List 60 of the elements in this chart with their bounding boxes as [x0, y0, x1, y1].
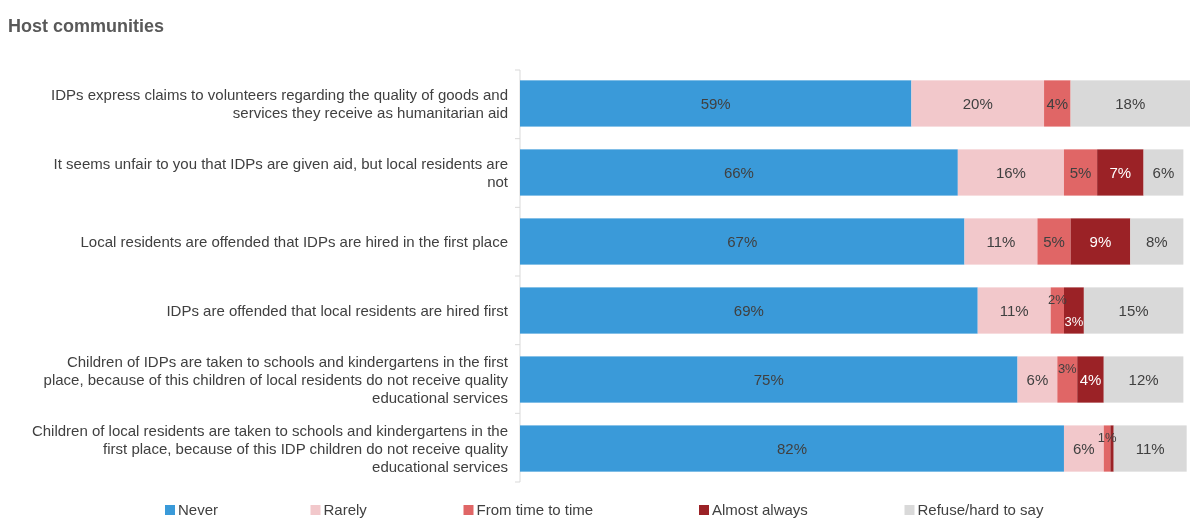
- bar: [1103, 356, 1184, 403]
- data-label: 6%: [1152, 163, 1175, 181]
- data-label: 11%: [999, 301, 1029, 319]
- bar: [520, 287, 978, 334]
- bar: [964, 218, 1038, 265]
- data-label: 15%: [1118, 301, 1149, 319]
- data-label: 20%: [962, 94, 993, 112]
- data-label: 6%: [1026, 370, 1049, 388]
- y-tick-label: It seems unfair to you that IDPs are given aid, but local residents are not: [53, 154, 509, 190]
- y-tick-label: Children of IDPs are taken to schools and kindergartens in the first place, because of this children of local residents do not receive quality educational services: [43, 352, 509, 406]
- bar: [1070, 80, 1190, 127]
- bar: [911, 80, 1045, 127]
- y-tick-label: Children of local residents are taken to schools and kindergartens in the first place, because of this IDP children do not receive quality educational services: [31, 421, 509, 475]
- bar: [1063, 149, 1098, 196]
- data-label: 5%: [1043, 232, 1065, 250]
- data-label: 5%: [1069, 163, 1092, 181]
- data-label: 6%: [1073, 439, 1095, 457]
- bar: [520, 80, 912, 127]
- data-label: 69%: [733, 301, 764, 319]
- data-label: 82%: [776, 439, 807, 457]
- data-label: 59%: [700, 94, 731, 112]
- legend-label: Rarely: [323, 501, 368, 518]
- data-label: 16%: [995, 163, 1026, 181]
- bar: [1057, 356, 1078, 403]
- data-label: 12%: [1128, 370, 1159, 388]
- legend-label: Never: [178, 501, 219, 518]
- bar: [520, 149, 958, 196]
- data-label: 3%: [1064, 314, 1084, 330]
- bar: [1143, 149, 1184, 196]
- data-label: 11%: [986, 232, 1016, 250]
- legend-label: Almost always: [712, 501, 808, 518]
- bar: [520, 356, 1018, 403]
- data-label: 11%: [1135, 439, 1165, 457]
- bar: [1077, 356, 1104, 403]
- legend-label: From time to time: [476, 501, 594, 518]
- bar: [1070, 218, 1131, 265]
- data-label: 7%: [1109, 163, 1132, 181]
- bar: [520, 425, 1064, 472]
- bar: [1037, 218, 1071, 265]
- y-tick-label: IDPs are offended that local residents are hired first: [166, 301, 509, 319]
- data-label: 4%: [1079, 370, 1102, 388]
- data-label: 9%: [1089, 232, 1112, 250]
- text: Host communities: [8, 16, 165, 36]
- data-label: 3%: [1057, 361, 1078, 377]
- bar: [1083, 287, 1184, 334]
- data-label: 66%: [723, 163, 754, 181]
- data-label: 18%: [1115, 94, 1146, 112]
- legend-label: Refuse/hard to say: [917, 501, 1044, 518]
- data-label: 4%: [1046, 94, 1069, 112]
- data-label: 67%: [727, 232, 758, 250]
- bar: [520, 218, 965, 265]
- bar: [1017, 356, 1058, 403]
- data-label: 75%: [753, 370, 784, 388]
- y-tick-label: Local residents are offended that IDPs are hired in the first place: [80, 232, 508, 250]
- bar: [1044, 80, 1071, 127]
- bar: [957, 149, 1064, 196]
- data-label: 8%: [1145, 232, 1168, 250]
- bar: [1097, 149, 1144, 196]
- y-tick-label: IDPs express claims to volunteers regarding the quality of goods and services they receive as humanitarian aid: [51, 85, 508, 121]
- bar: [1130, 218, 1184, 265]
